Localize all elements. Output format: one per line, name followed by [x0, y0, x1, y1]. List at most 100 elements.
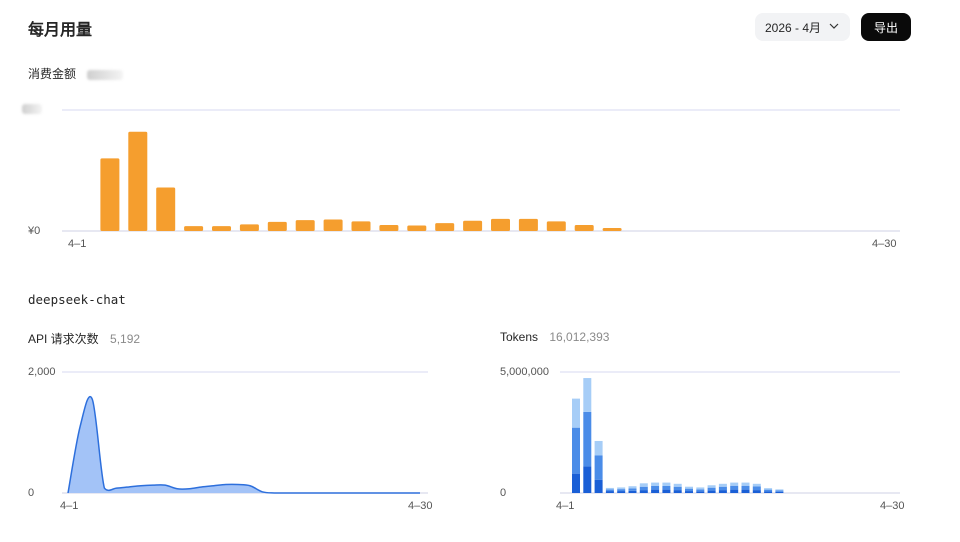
token-bar-segment	[730, 485, 739, 490]
tokens-label-text: Tokens	[500, 330, 539, 344]
token-bar-segment	[764, 491, 773, 493]
spend-bar	[156, 187, 176, 231]
spend-bar	[602, 227, 622, 231]
token-bar-segment	[707, 490, 716, 493]
token-bar-segment	[628, 488, 637, 491]
token-bar-segment	[605, 491, 614, 493]
token-bar-segment	[741, 489, 750, 493]
token-bar-segment	[673, 490, 682, 493]
token-bar-segment	[639, 490, 648, 493]
token-bar-segment	[707, 487, 716, 491]
requests-x-start-label: 4–1	[60, 500, 79, 512]
month-select-value: 2026 - 4月	[765, 20, 822, 35]
tokens-total: 16,012,393	[549, 330, 610, 344]
token-bar-segment	[741, 485, 750, 490]
token-bar-segment	[583, 411, 592, 467]
spend-label: 消费金额	[28, 65, 124, 82]
spend-bar	[323, 219, 343, 231]
spend-bar	[100, 158, 120, 231]
token-bar-segment	[605, 487, 614, 490]
token-bar-segment	[617, 491, 626, 493]
spend-bar	[212, 226, 231, 231]
token-bar-segment	[662, 482, 671, 486]
spend-bar	[491, 218, 510, 231]
token-bar-segment	[718, 483, 727, 487]
token-bar-segment	[617, 487, 626, 490]
spend-bar	[435, 223, 455, 231]
chevron-down-icon	[829, 23, 839, 29]
tokens-y-max-label: 5,000,000	[500, 366, 549, 378]
token-bar-segment	[775, 491, 784, 493]
page-title: 每月用量	[28, 22, 93, 39]
token-bar-segment	[730, 482, 739, 486]
token-bar-segment	[651, 482, 660, 486]
spend-ymax-redacted	[22, 104, 42, 114]
token-bar-segment	[752, 490, 761, 493]
spend-label-text: 消费金额	[28, 67, 77, 81]
token-bar-segment	[775, 490, 784, 492]
token-bar-segment	[605, 489, 614, 492]
spend-y-zero-label: ¥0	[28, 225, 41, 237]
spend-bar	[407, 225, 427, 231]
token-bar-segment	[628, 486, 637, 489]
token-bar-segment	[594, 440, 603, 456]
spend-bar	[518, 218, 538, 231]
token-bar-segment	[594, 455, 603, 480]
token-bar-segment	[685, 491, 693, 493]
spend-bar	[184, 226, 204, 231]
token-bar-segment	[741, 482, 750, 486]
token-bar-segment	[628, 490, 637, 493]
spend-x-end-label: 4–30	[872, 238, 897, 250]
tokens-x-start-label: 4–1	[556, 500, 575, 512]
export-button[interactable]: 导出	[861, 13, 911, 41]
token-bar-segment	[572, 473, 580, 493]
token-bar-segment	[764, 488, 773, 490]
token-bar-segment	[572, 427, 580, 474]
token-bar-segment	[764, 489, 773, 492]
token-bar-segment	[572, 398, 580, 428]
token-bar-segment	[651, 489, 660, 493]
token-bar-segment	[662, 489, 671, 493]
token-bar-segment	[673, 486, 682, 491]
token-bar-segment	[696, 487, 705, 490]
spend-bar	[546, 221, 566, 231]
spend-bar	[463, 220, 483, 231]
token-bar-segment	[718, 486, 727, 491]
requests-x-end-label: 4–30	[408, 500, 433, 512]
token-bar-segment	[617, 489, 626, 492]
tokens-y-zero-label: 0	[500, 487, 507, 499]
token-bar-segment	[707, 485, 716, 488]
spend-bar	[379, 224, 399, 231]
token-bar-segment	[730, 489, 739, 493]
spend-bar	[574, 224, 594, 231]
token-bar-segment	[685, 486, 693, 489]
token-bar-segment	[718, 490, 727, 493]
model-name: deepseek-chat	[28, 292, 126, 307]
requests-label-text: API 请求次数	[28, 332, 99, 346]
token-bar-segment	[673, 483, 682, 487]
spend-bar	[295, 220, 315, 231]
token-bar-segment	[685, 488, 693, 492]
month-select[interactable]: 2026 - 4月	[755, 13, 850, 41]
spend-amount-redacted	[87, 69, 124, 80]
token-bar-segment	[752, 483, 761, 487]
spend-bar	[267, 221, 287, 231]
token-bar-segment	[651, 485, 660, 490]
spend-x-start-label: 4–1	[68, 238, 87, 250]
token-bar-segment	[639, 483, 648, 487]
token-bar-segment	[696, 489, 705, 492]
requests-line	[67, 396, 420, 494]
token-bar-segment	[583, 466, 592, 493]
requests-y-max-label: 2,000	[28, 366, 56, 378]
spend-bar	[128, 131, 148, 231]
token-bar-segment	[639, 486, 648, 491]
tokens-label: Tokens 16,012,393	[500, 330, 609, 344]
token-bar-segment	[662, 485, 671, 490]
requests-total: 5,192	[110, 332, 141, 346]
tokens-x-end-label: 4–30	[880, 500, 905, 512]
requests-y-zero-label: 0	[28, 487, 35, 499]
spend-bar	[239, 224, 259, 231]
